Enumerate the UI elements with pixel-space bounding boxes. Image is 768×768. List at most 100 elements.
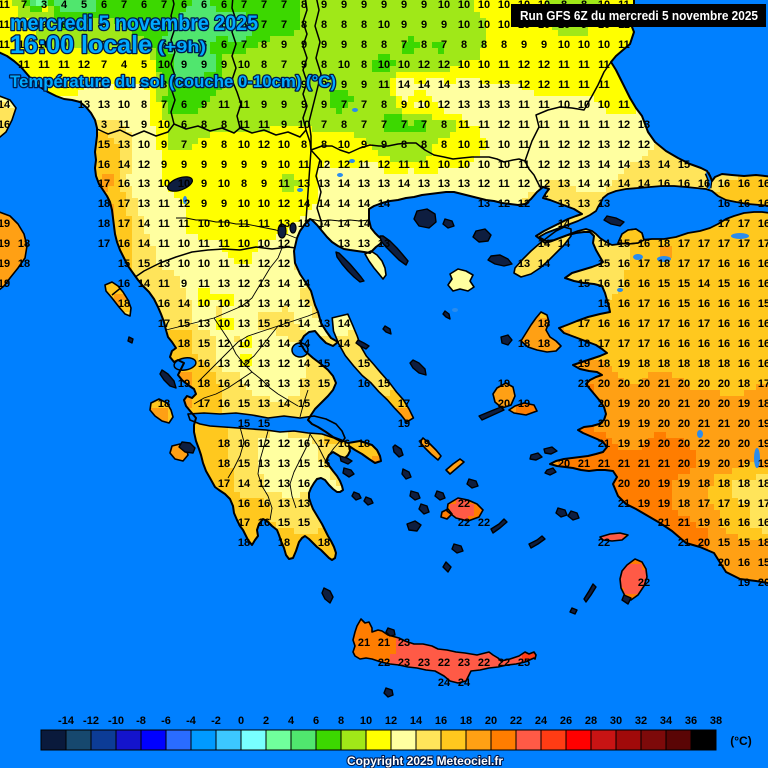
svg-text:15: 15 (318, 458, 330, 470)
svg-text:10: 10 (158, 178, 170, 190)
svg-text:13: 13 (278, 498, 290, 510)
svg-text:16: 16 (698, 338, 710, 350)
svg-text:10: 10 (478, 0, 490, 11)
svg-text:20: 20 (485, 715, 497, 727)
svg-text:Run GFS 6Z du mercredi 5 novem: Run GFS 6Z du mercredi 5 novembre 2025 (520, 8, 758, 23)
svg-text:10: 10 (218, 178, 230, 190)
svg-text:17: 17 (198, 398, 210, 410)
svg-text:13: 13 (338, 238, 350, 250)
svg-text:7: 7 (261, 19, 267, 31)
svg-text:13: 13 (278, 218, 290, 230)
svg-text:(°C): (°C) (730, 734, 751, 748)
svg-text:19: 19 (0, 278, 10, 290)
svg-text:18: 18 (658, 258, 670, 270)
svg-text:13: 13 (158, 258, 170, 270)
svg-text:18: 18 (158, 398, 170, 410)
svg-text:12: 12 (218, 338, 230, 350)
svg-text:16: 16 (738, 318, 750, 330)
svg-text:16: 16 (718, 258, 730, 270)
svg-text:9: 9 (201, 139, 207, 151)
svg-text:14: 14 (338, 178, 351, 190)
svg-text:4: 4 (288, 715, 295, 727)
svg-text:13: 13 (258, 458, 270, 470)
svg-text:10: 10 (198, 258, 210, 270)
svg-text:13: 13 (458, 79, 470, 91)
svg-text:19: 19 (738, 577, 750, 589)
svg-text:12: 12 (238, 358, 250, 370)
svg-text:8: 8 (301, 19, 307, 31)
svg-text:19: 19 (498, 378, 510, 390)
svg-text:11: 11 (378, 79, 390, 91)
svg-text:11: 11 (198, 278, 210, 290)
svg-text:20: 20 (678, 458, 690, 470)
svg-text:9: 9 (281, 99, 287, 111)
svg-text:7: 7 (161, 99, 167, 111)
svg-text:7: 7 (241, 39, 247, 51)
svg-text:16: 16 (0, 119, 10, 131)
svg-text:17: 17 (678, 238, 690, 250)
svg-text:6: 6 (201, 0, 207, 11)
svg-text:21: 21 (618, 458, 630, 470)
svg-text:7: 7 (281, 59, 287, 71)
svg-text:18: 18 (658, 238, 670, 250)
svg-text:12: 12 (618, 139, 630, 151)
svg-text:-14: -14 (58, 715, 75, 727)
svg-text:13: 13 (258, 278, 270, 290)
svg-text:13: 13 (138, 178, 150, 190)
svg-text:13: 13 (358, 238, 370, 250)
svg-text:16: 16 (738, 358, 750, 370)
svg-text:19: 19 (0, 258, 10, 270)
svg-text:15: 15 (678, 159, 690, 171)
svg-text:16: 16 (118, 238, 130, 250)
svg-text:18: 18 (460, 715, 472, 727)
svg-text:11: 11 (0, 0, 10, 11)
svg-text:17: 17 (758, 378, 768, 390)
svg-text:17: 17 (718, 238, 730, 250)
svg-text:21: 21 (618, 498, 630, 510)
svg-text:16: 16 (358, 378, 370, 390)
svg-text:9: 9 (181, 278, 187, 290)
svg-text:10: 10 (478, 19, 490, 31)
svg-text:9: 9 (341, 79, 347, 91)
svg-text:-10: -10 (108, 715, 124, 727)
svg-text:18: 18 (98, 218, 110, 230)
svg-text:12: 12 (618, 119, 630, 131)
svg-text:10: 10 (218, 318, 230, 330)
svg-text:20: 20 (598, 418, 610, 430)
svg-text:16: 16 (658, 298, 670, 310)
svg-text:17: 17 (638, 258, 650, 270)
svg-text:19: 19 (678, 478, 690, 490)
svg-text:22: 22 (478, 517, 490, 529)
svg-text:9: 9 (181, 159, 187, 171)
svg-text:22: 22 (378, 657, 390, 669)
svg-text:14: 14 (338, 198, 351, 210)
svg-text:7: 7 (361, 119, 367, 131)
svg-text:9: 9 (221, 198, 227, 210)
svg-text:16: 16 (598, 318, 610, 330)
svg-text:16: 16 (738, 258, 750, 270)
svg-text:12: 12 (118, 79, 130, 91)
svg-text:9: 9 (421, 19, 427, 31)
svg-text:2: 2 (263, 715, 269, 727)
svg-text:17: 17 (738, 218, 750, 230)
svg-text:19: 19 (418, 438, 430, 450)
svg-text:24: 24 (438, 677, 451, 689)
svg-text:10: 10 (598, 99, 610, 111)
svg-text:20: 20 (498, 398, 510, 410)
svg-text:8: 8 (401, 139, 407, 151)
svg-text:8: 8 (261, 39, 267, 51)
svg-text:11: 11 (238, 258, 250, 270)
svg-text:20: 20 (718, 438, 730, 450)
svg-text:10: 10 (438, 0, 450, 11)
svg-text:13: 13 (118, 139, 130, 151)
svg-text:9: 9 (201, 59, 207, 71)
svg-text:18: 18 (198, 378, 210, 390)
svg-text:12: 12 (78, 79, 90, 91)
svg-text:12: 12 (578, 139, 590, 151)
svg-text:12: 12 (418, 59, 430, 71)
svg-text:14: 14 (0, 99, 11, 111)
svg-text:10: 10 (578, 39, 590, 51)
svg-text:14: 14 (338, 318, 351, 330)
svg-text:21: 21 (638, 458, 650, 470)
svg-text:12: 12 (78, 59, 90, 71)
